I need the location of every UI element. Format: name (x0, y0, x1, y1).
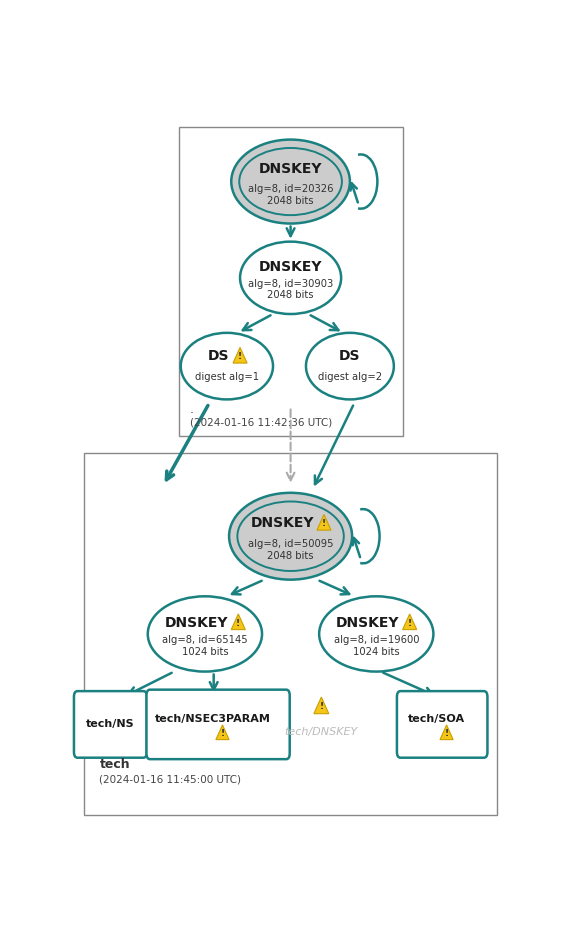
Ellipse shape (240, 242, 341, 314)
Polygon shape (231, 614, 246, 630)
Text: digest alg=2: digest alg=2 (318, 372, 382, 382)
FancyBboxPatch shape (74, 691, 147, 758)
Polygon shape (216, 725, 229, 740)
Polygon shape (317, 514, 331, 530)
Polygon shape (403, 614, 417, 630)
Text: alg=8, id=30903
2048 bits: alg=8, id=30903 2048 bits (248, 278, 333, 300)
Text: DNSKEY: DNSKEY (165, 616, 229, 630)
Text: !: ! (221, 729, 225, 738)
Text: DS: DS (208, 349, 229, 363)
Ellipse shape (319, 596, 433, 671)
Text: DNSKEY: DNSKEY (336, 616, 400, 630)
Text: DNSKEY: DNSKEY (259, 260, 322, 274)
Text: .: . (189, 403, 193, 416)
Ellipse shape (148, 596, 262, 671)
Text: digest alg=1: digest alg=1 (195, 372, 259, 382)
Ellipse shape (231, 139, 350, 224)
Text: alg=8, id=50095
2048 bits: alg=8, id=50095 2048 bits (248, 540, 333, 561)
Text: !: ! (236, 619, 240, 628)
Ellipse shape (181, 333, 273, 400)
Text: DS: DS (339, 349, 361, 363)
Text: !: ! (408, 619, 412, 628)
Ellipse shape (306, 333, 394, 400)
FancyBboxPatch shape (84, 453, 497, 815)
Polygon shape (233, 348, 247, 363)
Text: tech/SOA: tech/SOA (408, 713, 466, 724)
Ellipse shape (229, 493, 352, 580)
Text: tech/DNSKEY: tech/DNSKEY (285, 727, 358, 737)
Text: tech/NSEC3PARAM: tech/NSEC3PARAM (155, 713, 271, 724)
Text: !: ! (319, 702, 323, 712)
Text: alg=8, id=19600
1024 bits: alg=8, id=19600 1024 bits (333, 635, 419, 657)
Text: tech/NS: tech/NS (86, 719, 135, 729)
Text: !: ! (322, 519, 326, 528)
Text: tech: tech (99, 758, 130, 771)
Text: (2024-01-16 11:45:00 UTC): (2024-01-16 11:45:00 UTC) (99, 775, 242, 784)
FancyBboxPatch shape (146, 690, 290, 760)
Text: !: ! (238, 352, 242, 361)
FancyBboxPatch shape (179, 127, 403, 436)
Polygon shape (314, 697, 329, 713)
Text: !: ! (445, 729, 448, 738)
Text: alg=8, id=20326
2048 bits: alg=8, id=20326 2048 bits (248, 184, 333, 206)
Text: DNSKEY: DNSKEY (251, 516, 314, 530)
FancyBboxPatch shape (397, 691, 488, 758)
Polygon shape (440, 725, 453, 740)
Text: alg=8, id=65145
1024 bits: alg=8, id=65145 1024 bits (162, 635, 248, 657)
Text: DNSKEY: DNSKEY (259, 162, 322, 176)
Text: (2024-01-16 11:42:36 UTC): (2024-01-16 11:42:36 UTC) (189, 417, 332, 428)
